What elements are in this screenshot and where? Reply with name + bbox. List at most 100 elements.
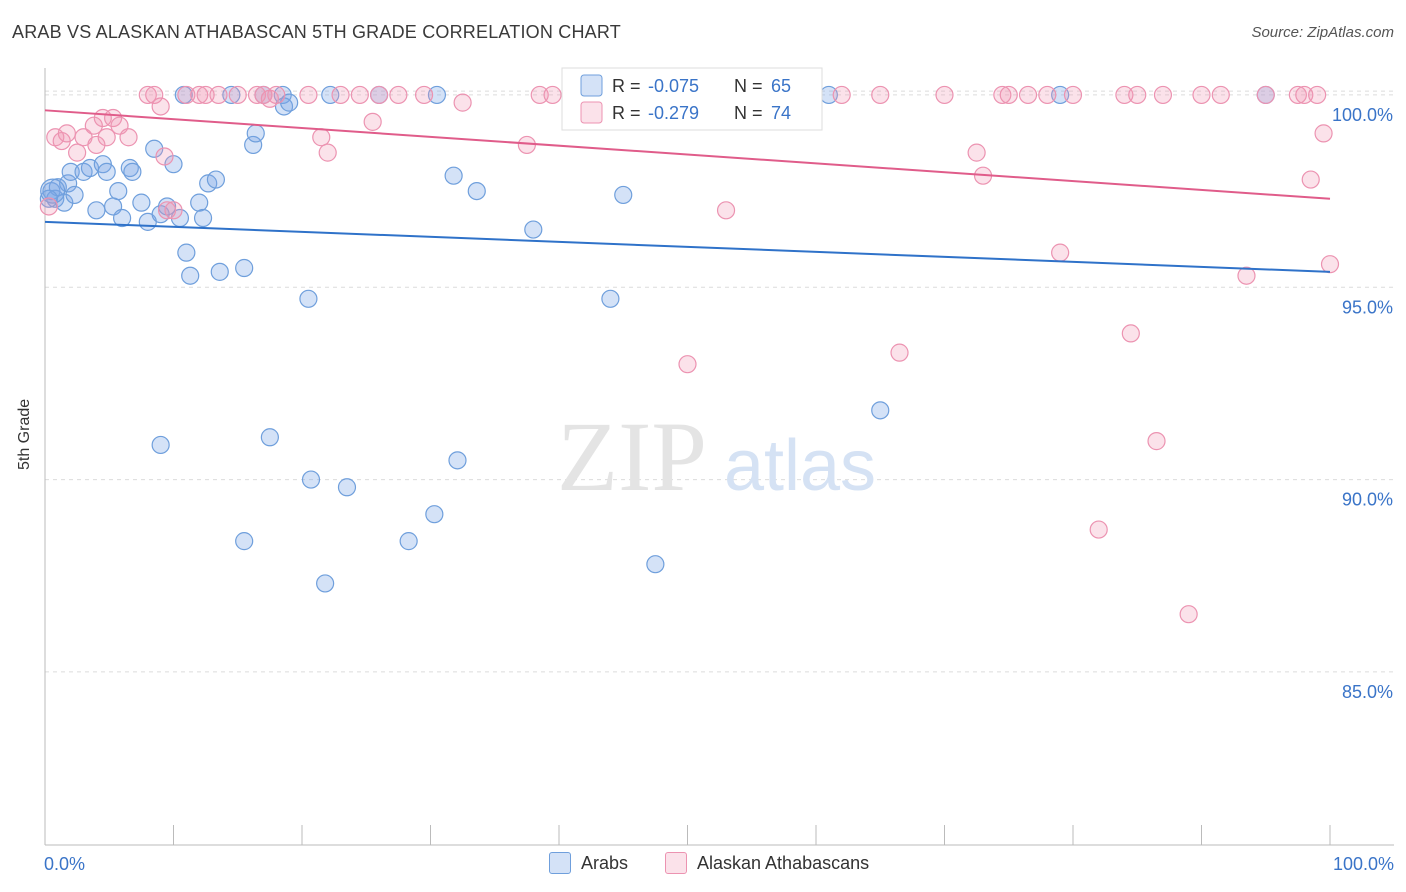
alaskan-point	[350, 85, 369, 105]
stats-swatch-alaskan	[580, 101, 603, 124]
stats-legend: R = -0.075 N = 65 R = -0.279 N = 74	[561, 67, 823, 131]
alaskan-point	[312, 128, 331, 147]
alaskan-point	[145, 85, 164, 105]
arab-point	[193, 208, 213, 228]
alaskan-point	[1314, 124, 1333, 143]
arab-point	[425, 505, 444, 524]
stats-r-label-alaskan: R =	[612, 103, 641, 123]
arab-point	[210, 262, 229, 281]
alaskan-point	[1192, 85, 1211, 105]
alaskan-point	[97, 128, 116, 147]
arabs-trend-line	[44, 220, 1331, 273]
arab-point	[132, 193, 151, 212]
arab-point	[244, 135, 263, 155]
alaskan-point	[1237, 266, 1256, 285]
stats-n-value-arabs: 65	[771, 76, 791, 96]
watermark-zip: ZIP	[557, 401, 707, 512]
y-tick-label: 90.0%	[1342, 490, 1393, 510]
arab-point	[181, 266, 200, 285]
alaskan-point	[299, 85, 318, 105]
arab-point	[190, 193, 209, 212]
stats-r-value-arabs: -0.075	[648, 76, 699, 96]
stats-n-label-arabs: N =	[734, 76, 763, 96]
alaskan-point	[39, 197, 58, 216]
alaskan-point	[414, 85, 434, 105]
arab-point	[524, 220, 543, 239]
alaskan-point	[164, 201, 183, 220]
arab-point	[260, 428, 279, 447]
arab-point	[235, 258, 254, 278]
stats-n-label-alaskan: N =	[734, 103, 763, 123]
alaskan-point	[119, 128, 138, 147]
legend-item-alaskan[interactable]: Alaskan Athabascans	[665, 852, 869, 874]
arab-point	[235, 532, 254, 551]
y-tick-labels: 85.0% 90.0% 95.0% 100.0%	[1332, 105, 1393, 702]
alaskan-point	[871, 85, 890, 105]
alaskan-point	[209, 85, 228, 105]
arab-point	[614, 185, 633, 205]
arab-point	[444, 166, 463, 185]
x-ticks	[173, 825, 1331, 845]
alaskan-point	[993, 85, 1012, 105]
x-tick-label-max: 100.0%	[1333, 854, 1394, 874]
arab-point	[871, 401, 890, 420]
arab-point	[177, 243, 196, 262]
alaskan-point	[935, 85, 954, 105]
alaskan-point	[999, 85, 1018, 105]
alaskan-point	[1121, 324, 1140, 343]
arab-point	[399, 532, 418, 551]
alaskan-point	[678, 355, 697, 374]
alaskan-point	[1063, 85, 1083, 105]
y-tick-label: 100.0%	[1332, 105, 1393, 125]
stats-r-value-alaskan: -0.279	[648, 103, 699, 123]
arab-point	[87, 201, 106, 220]
arab-point	[301, 470, 321, 489]
alaskan-point	[87, 135, 106, 155]
alaskan-point	[1147, 432, 1166, 451]
alaskan-point	[1051, 243, 1070, 262]
alaskan-point	[138, 85, 157, 105]
x-tick-label-min: 0.0%	[44, 854, 85, 874]
alaskan-point	[1295, 85, 1314, 105]
arab-point	[109, 181, 128, 201]
alaskan-point	[1115, 85, 1134, 105]
arab-point	[123, 162, 142, 181]
alaskan-point	[1211, 85, 1230, 105]
arab-point	[601, 289, 620, 308]
alaskan-point	[389, 85, 408, 105]
series-legend: Arabs Alaskan Athabascans	[0, 852, 1406, 878]
alaskan-point	[331, 85, 350, 105]
alaskan-point	[890, 343, 909, 362]
alaskan-points	[39, 85, 1340, 624]
arab-point	[145, 139, 164, 158]
arab-point	[246, 124, 265, 143]
legend-swatch-alaskan	[665, 852, 687, 874]
stats-legend-frame	[561, 67, 823, 131]
alaskan-point	[543, 85, 562, 105]
arab-point	[222, 85, 241, 105]
y-tick-label: 85.0%	[1342, 682, 1393, 702]
alaskan-point	[370, 85, 389, 105]
arab-point	[151, 435, 170, 455]
alaskan-point	[716, 201, 736, 220]
alaskan-point	[155, 147, 174, 166]
alaskan-point	[68, 143, 87, 162]
arab-point	[316, 574, 335, 593]
legend-item-arabs[interactable]: Arabs	[549, 852, 628, 874]
alaskan-point	[1153, 85, 1173, 105]
arab-point	[65, 185, 84, 205]
legend-label-arabs: Arabs	[581, 852, 629, 873]
arab-point	[448, 451, 467, 470]
stats-swatch-arabs	[580, 74, 603, 97]
legend-label-alaskan: Alaskan Athabascans	[697, 852, 870, 873]
arab-point	[40, 178, 66, 204]
arabs-points	[39, 85, 1275, 593]
alaskan-point	[1179, 605, 1198, 624]
watermark-atlas: atlas	[724, 426, 876, 506]
alaskan-point	[177, 85, 196, 105]
chart-title: ARAB VS ALASKAN ATHABASCAN 5TH GRADE COR…	[12, 22, 621, 42]
arab-point	[97, 162, 116, 181]
arab-point	[321, 85, 340, 105]
arab-point	[427, 85, 447, 105]
